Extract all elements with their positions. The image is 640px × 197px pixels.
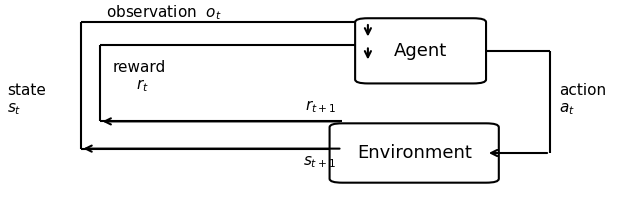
Text: Environment: Environment bbox=[356, 144, 472, 162]
Text: $s_{t+1}$: $s_{t+1}$ bbox=[303, 154, 336, 170]
Text: reward
     $r_t$: reward $r_t$ bbox=[113, 59, 166, 94]
Text: Agent: Agent bbox=[394, 42, 447, 60]
FancyBboxPatch shape bbox=[355, 18, 486, 84]
Text: action
$a_t$: action $a_t$ bbox=[559, 83, 607, 117]
Text: $r_{t+1}$: $r_{t+1}$ bbox=[305, 98, 336, 115]
Text: observation  $o_t$: observation $o_t$ bbox=[106, 3, 222, 22]
Text: state
$s_t$: state $s_t$ bbox=[7, 83, 46, 117]
FancyBboxPatch shape bbox=[330, 123, 499, 183]
